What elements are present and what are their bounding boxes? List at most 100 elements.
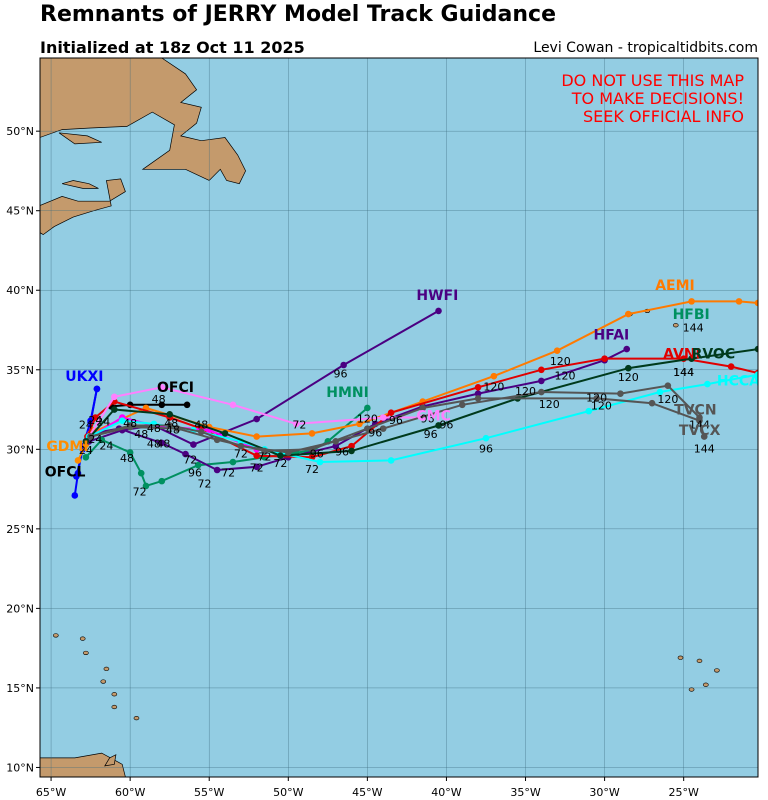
track-point [553,347,561,354]
x-tick-label: 40°W [431,786,461,799]
track-point [538,366,545,374]
model-name-label: HMNI [326,385,369,401]
track-point [142,482,150,490]
track-point [474,390,482,397]
warning-text: SEEK OFFICIAL INFO [583,107,744,126]
track-point [253,415,260,423]
track-point [348,442,355,450]
track-point [387,409,395,417]
model-name-label: AVNI [663,347,701,363]
forecast-hour-label: 72 [258,450,272,463]
y-tick-label: 40°N [6,284,34,297]
forecast-hour-label: 72 [133,485,147,498]
forecast-hour-label: 144 [673,366,694,379]
forecast-hour-label: 72 [197,477,211,490]
track-point [601,355,608,362]
forecast-hour-label: 24 [79,419,93,432]
forecast-hour-label: 96 [368,427,382,440]
track-point [364,425,371,432]
track-point [221,430,229,437]
model-name-label: HFAI [594,328,630,344]
track-point [71,492,79,499]
track-point [474,395,482,402]
map-frame [39,57,759,778]
forecast-hour-label: 24 [99,439,113,452]
island [133,716,140,721]
island [688,687,695,692]
forecast-hour-label: 120 [483,380,504,393]
forecast-hour-label: 144 [694,442,715,455]
track-point [253,463,260,471]
forecast-hour-label: 144 [689,419,710,432]
track-point [435,422,442,429]
model-name-label: AEMI [655,278,695,294]
model-name-label: OFCI [157,380,194,396]
forecast-hour-label: 48 [156,438,170,451]
forecast-hour-label: 96 [424,428,438,441]
forecast-hour-label: 96 [335,446,349,459]
track-point [229,401,237,409]
credit-text: Levi Cowan - tropicaltidbits.com [533,40,758,56]
track-point [379,414,387,421]
x-tick-label: 55°W [194,786,224,799]
model-name-label: HFBI [673,307,710,323]
forecast-hour-label: 96 [188,466,202,479]
land-mass [40,58,246,185]
forecast-hour-label: 72 [183,454,197,467]
y-tick-label: 50°N [6,125,34,138]
forecast-hour-label: 120 [357,412,378,425]
island [79,636,86,641]
forecast-hour-label: 48 [120,452,134,465]
forecast-hour-label: 48 [166,423,180,436]
track-point [213,436,221,444]
track-point [458,401,466,409]
model-name-label: HWFI [416,288,458,304]
track-point [538,388,545,396]
track-point [126,449,134,456]
model-name-label: CMC [416,409,450,425]
x-tick-label: 25°W [668,786,698,799]
track-point [754,345,758,353]
track-point [166,422,173,429]
model-name-label: OFCL [45,464,86,480]
island [103,666,110,671]
y-tick-label: 35°N [6,364,34,377]
x-tick-label: 30°W [589,786,619,799]
track-point [379,425,387,432]
model-name-label: GDMI [46,439,88,455]
track-point [696,417,703,424]
track-point [277,452,284,459]
forecast-hour-label: 48 [147,422,161,435]
y-tick-label: 45°N [6,205,34,218]
track-point [735,298,743,305]
track-point [111,406,118,413]
land-mass [40,752,126,777]
island [100,679,107,684]
track-point [93,385,101,393]
track-point [111,393,118,401]
forecast-hour-label: 48 [123,417,137,430]
track-point [137,469,145,477]
track-point [387,457,395,464]
forecast-hour-label: 72 [305,463,319,476]
x-tick-label: 45°W [352,786,382,799]
track-point [688,355,695,362]
track-point [356,420,363,428]
forecast-hour-label: 120 [657,393,678,406]
track-point [74,457,82,464]
track-point [435,307,442,315]
track-point [82,438,90,445]
forecast-hour-label: 96 [333,368,347,381]
forecast-hour-label: 48 [147,438,161,451]
forecast-hour-label: 72 [273,457,287,470]
model-name-label: TVCN [674,402,716,418]
island [677,655,684,660]
track-point [166,411,173,418]
forecast-hour-label: 120 [586,392,607,405]
track-point [688,298,695,305]
track-point [182,450,189,458]
track-point [158,439,166,447]
track-point [229,458,237,466]
track-point [482,434,490,442]
y-tick-label: 10°N [6,761,34,774]
